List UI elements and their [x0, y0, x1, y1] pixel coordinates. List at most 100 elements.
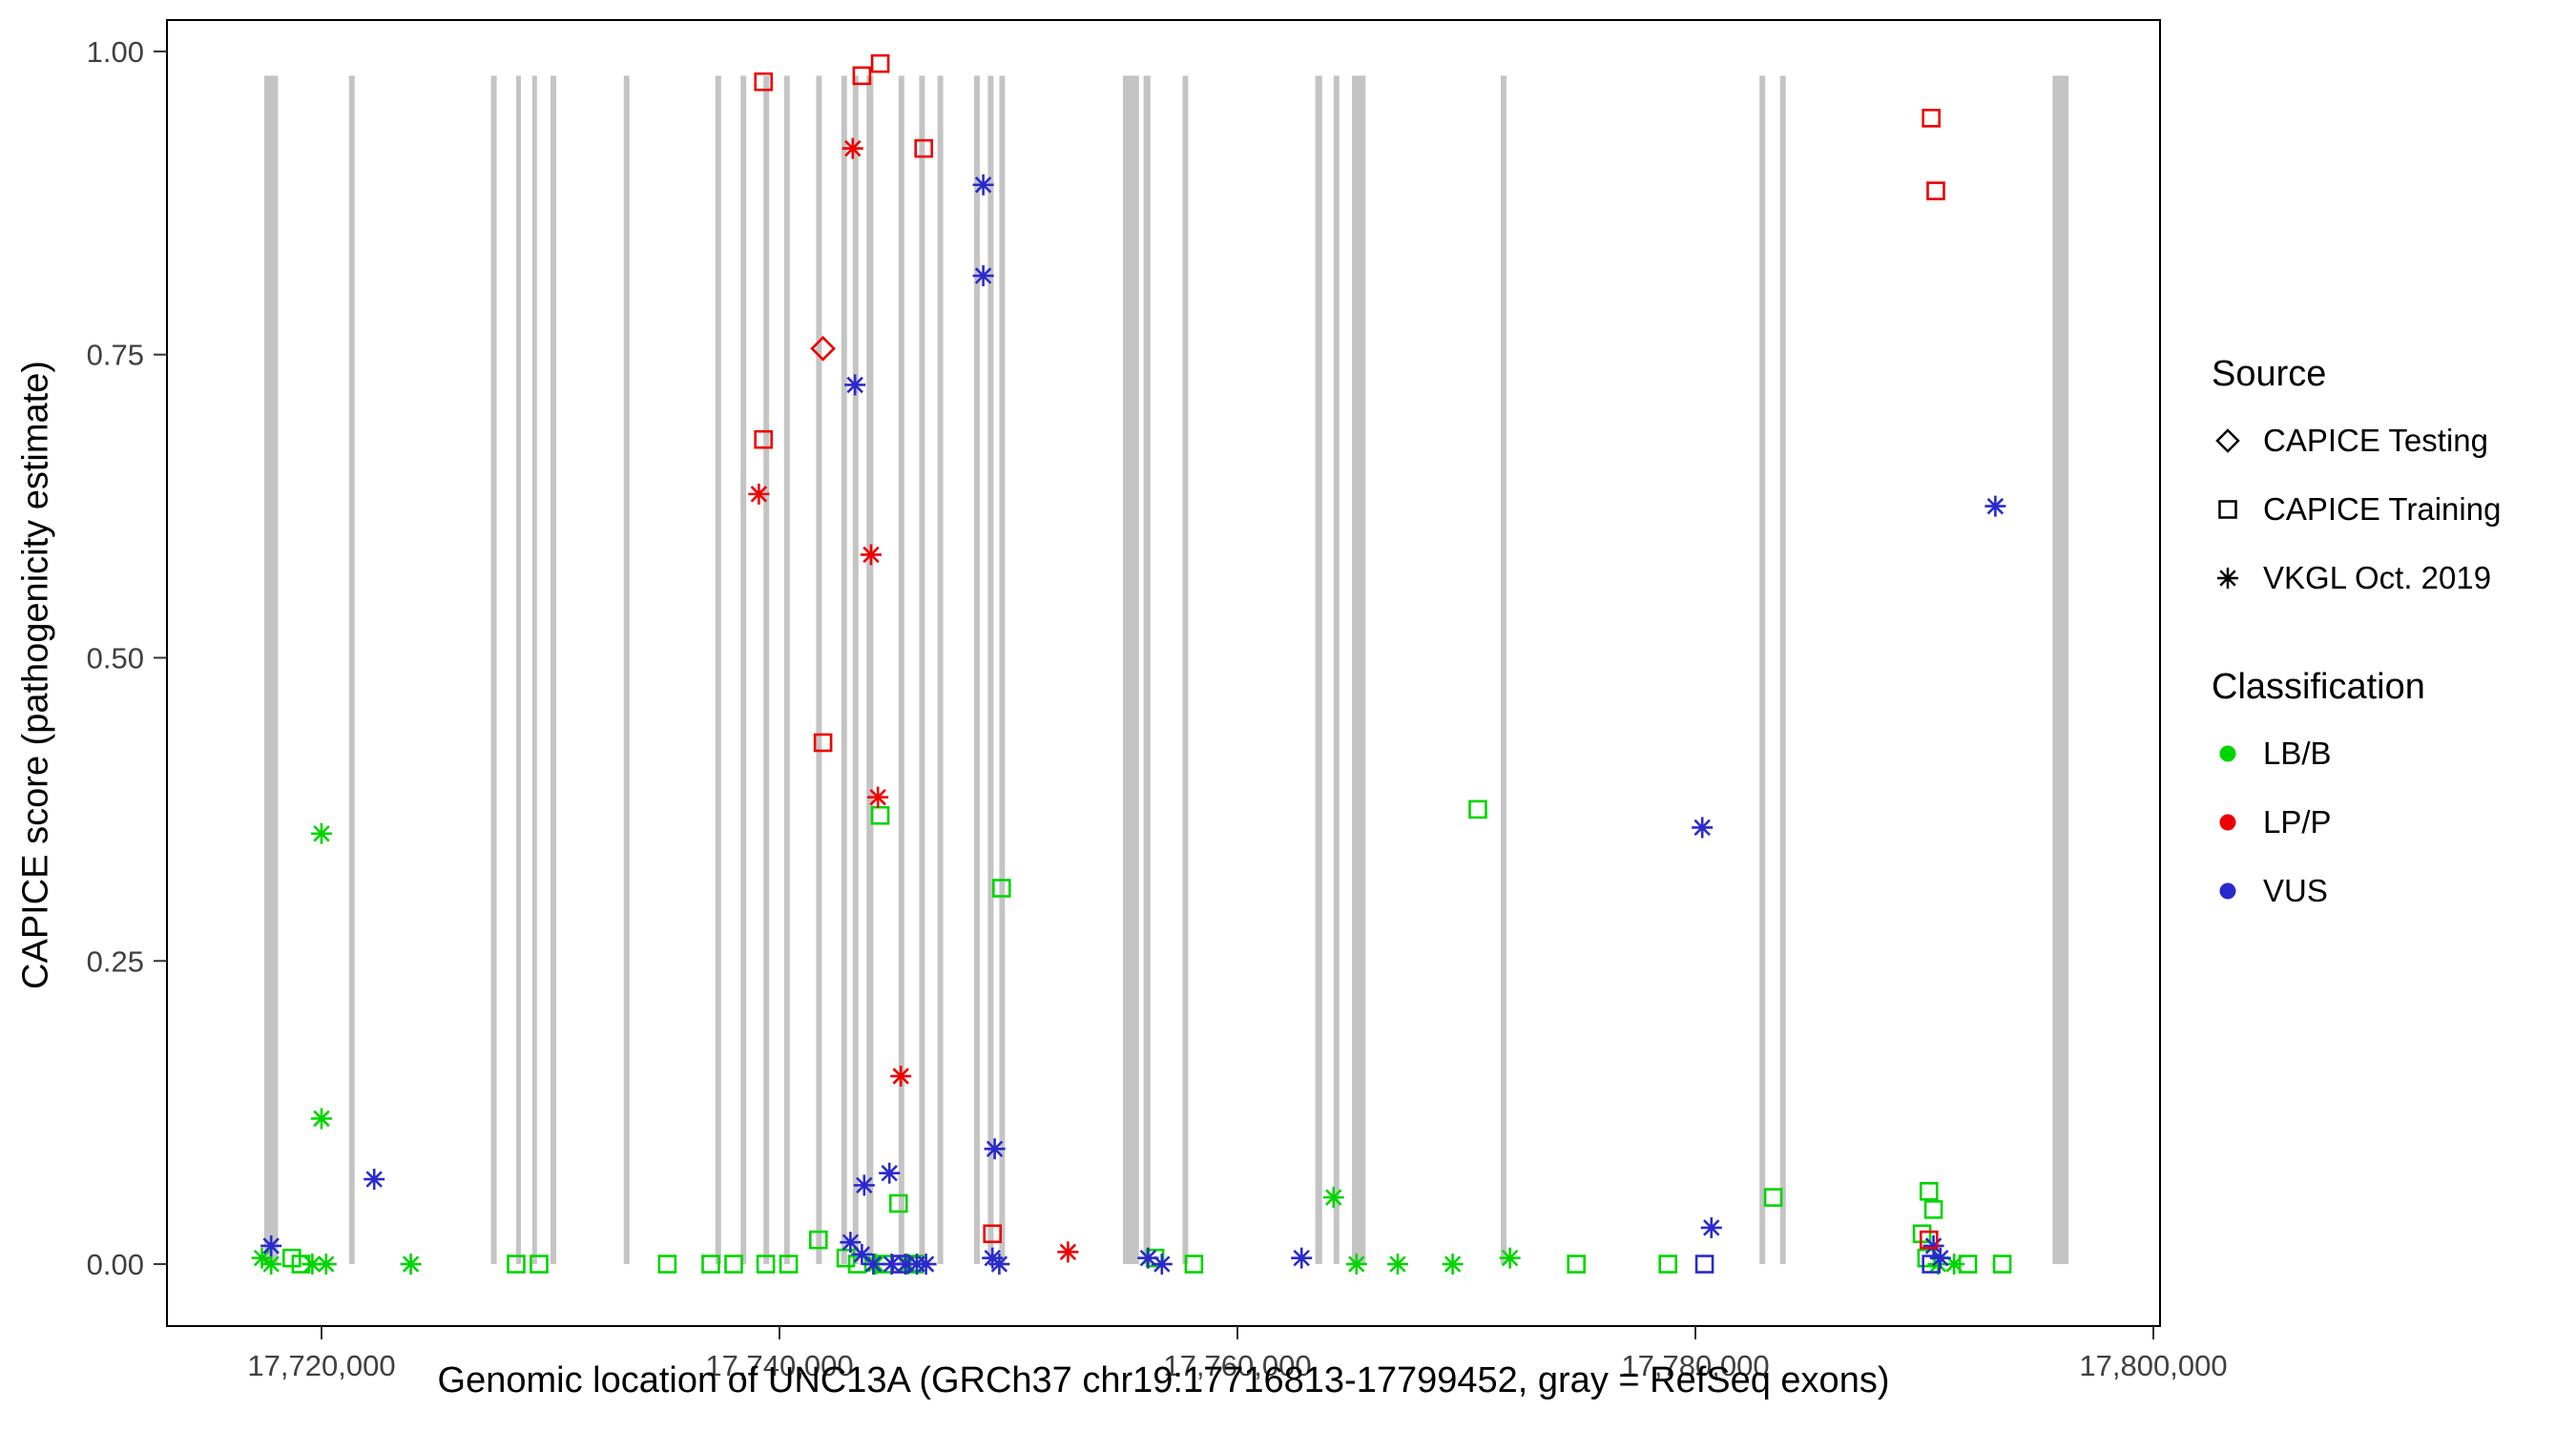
y-tick-label: 0.25	[87, 944, 144, 978]
data-point	[1658, 1255, 1677, 1274]
exon-bar	[763, 75, 770, 1265]
data-point	[1694, 1255, 1714, 1274]
square-icon	[2218, 500, 2237, 519]
legend-item-label: LB/B	[2263, 736, 2332, 771]
data-point	[1322, 1187, 1344, 1209]
exon-bar	[1759, 75, 1766, 1265]
legend-source-title: Source	[2212, 354, 2327, 394]
data-point	[1919, 1181, 1939, 1201]
data-point	[724, 1255, 743, 1274]
exon-bar	[866, 75, 874, 1265]
data-point	[756, 1255, 776, 1274]
legend-item-vus: VUS	[2212, 857, 2565, 925]
data-point	[657, 1255, 677, 1274]
data-point	[1992, 1255, 2012, 1274]
exon-bar	[898, 75, 904, 1265]
exon-bar	[263, 75, 279, 1265]
y-axis-title: CAPICE score (pathogenicity estimate)	[15, 361, 56, 989]
data-point	[507, 1255, 526, 1274]
data-point	[1151, 1254, 1173, 1275]
data-point	[1929, 1247, 1951, 1269]
data-point	[870, 805, 890, 825]
legend-item-lpp: LP/P	[2212, 788, 2565, 857]
data-point	[914, 138, 933, 158]
x-tick-label: 17,780,000	[1621, 1349, 1769, 1382]
data-point	[862, 1254, 884, 1275]
data-point	[879, 1162, 901, 1184]
exon-bar	[490, 75, 497, 1265]
data-point	[808, 1230, 828, 1250]
data-point	[888, 1193, 908, 1213]
data-point	[813, 733, 833, 753]
exon-bar	[973, 75, 980, 1265]
x-tick-label: 17,720,000	[247, 1349, 395, 1382]
y-tick-label: 1.00	[87, 35, 144, 69]
diamond-icon	[2215, 428, 2240, 453]
data-point	[988, 1254, 1010, 1275]
data-point	[754, 72, 773, 92]
y-tick-label: 0.50	[87, 641, 144, 674]
data-point	[748, 483, 770, 505]
data-point	[260, 1234, 282, 1256]
exon-bar	[852, 75, 859, 1265]
data-point	[1692, 817, 1714, 839]
legend-item-label: CAPICE Testing	[2263, 423, 2488, 458]
legend-item-capice-training: CAPICE Training	[2212, 475, 2565, 544]
data-point	[1386, 1254, 1408, 1275]
data-point	[530, 1255, 549, 1274]
data-point	[701, 1255, 720, 1274]
data-point	[1468, 799, 1487, 819]
exon-bar	[715, 75, 721, 1265]
data-point	[983, 1224, 1002, 1244]
data-point	[890, 1066, 912, 1088]
exon-bar	[1182, 75, 1189, 1265]
data-point	[1919, 1230, 1939, 1250]
data-point	[1184, 1255, 1204, 1274]
exon-bar	[987, 75, 994, 1265]
x-tick-label: 17,740,000	[705, 1349, 853, 1382]
data-point	[984, 1138, 1006, 1160]
data-point	[1923, 1200, 1943, 1219]
exon-bar	[348, 75, 355, 1265]
data-point	[841, 137, 863, 159]
data-point	[1926, 181, 1945, 200]
data-point	[870, 53, 890, 73]
exon-bar	[1315, 75, 1322, 1265]
exon-bar	[999, 75, 1006, 1265]
exon-bar	[783, 75, 790, 1265]
data-point	[991, 879, 1011, 898]
data-point	[860, 544, 882, 566]
data-point	[315, 1254, 337, 1275]
data-point	[754, 429, 773, 449]
exon-bar	[1500, 75, 1506, 1265]
y-tick-label: 0.00	[87, 1248, 144, 1281]
data-point	[1922, 109, 1941, 128]
data-point	[364, 1169, 385, 1191]
data-point	[1700, 1216, 1722, 1238]
data-point	[1567, 1255, 1586, 1274]
blue-dot-icon	[2219, 882, 2236, 900]
data-point	[260, 1254, 282, 1275]
red-dot-icon	[2219, 814, 2236, 831]
data-point	[972, 174, 994, 196]
data-point	[310, 822, 332, 844]
data-point	[1291, 1247, 1313, 1269]
exon-bar	[550, 75, 556, 1265]
data-point	[1345, 1254, 1367, 1275]
x-tick-label: 17,760,000	[1163, 1349, 1311, 1382]
asterisk-icon	[2217, 568, 2238, 589]
data-point	[836, 1248, 856, 1268]
data-point	[853, 1174, 875, 1196]
exon-bar	[1333, 75, 1340, 1265]
legend-item-lbb: LB/B	[2212, 719, 2565, 788]
exon-bar	[1351, 75, 1366, 1265]
data-point	[915, 1254, 937, 1275]
data-point	[779, 1255, 799, 1274]
legend-item-label: LP/P	[2263, 804, 2332, 840]
x-tick-label: 17,800,000	[2079, 1349, 2227, 1382]
exon-bar	[531, 75, 537, 1265]
data-point	[810, 336, 836, 362]
exon-bar	[841, 75, 847, 1265]
